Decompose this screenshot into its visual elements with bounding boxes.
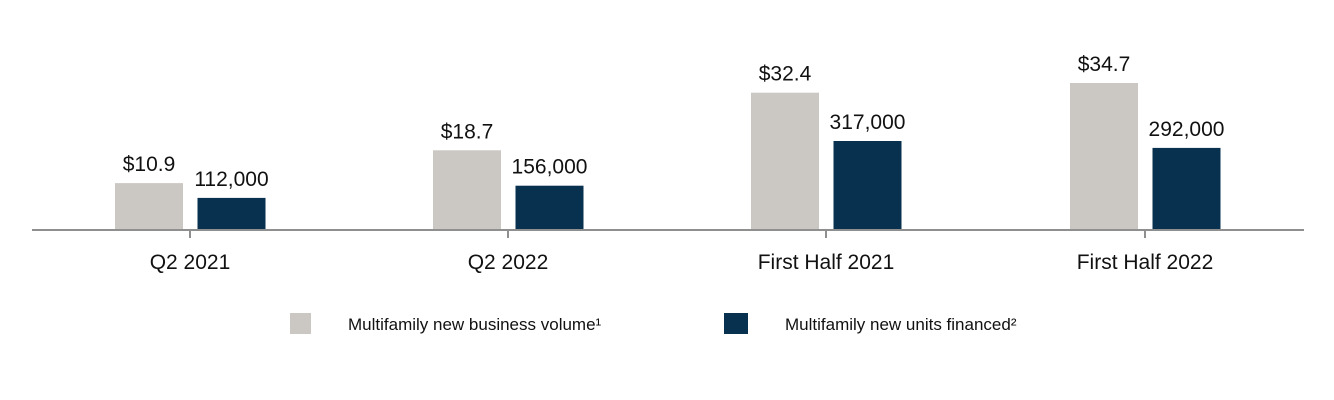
data-label-business-volume-first-half-2022: $34.7 [1078, 53, 1131, 76]
tick-marks-group [189, 230, 1146, 238]
bar-business-volume-first-half-2022 [1070, 83, 1138, 229]
bar-units-financed-first-half-2021 [833, 141, 902, 229]
tick-label-first-half-2022: First Half 2022 [1077, 251, 1214, 274]
bar-business-volume-q2-2022 [433, 150, 501, 229]
bar-units-financed-q2-2022 [515, 185, 584, 229]
tick-label-q2-2021: Q2 2021 [150, 251, 231, 274]
bar-units-financed-q2-2021 [197, 197, 266, 229]
legend-swatch-business-volume [290, 313, 311, 334]
tick-labels-group: Q2 2021 Q2 2022 First Half 2021 First Half … [150, 251, 1214, 274]
legend: Multifamily new business volume¹ Multifa… [290, 313, 1017, 334]
bar-business-volume-q2-2021 [115, 183, 183, 229]
data-label-units-financed-first-half-2021: 317,000 [830, 111, 906, 134]
bar-units-financed-first-half-2022 [1152, 147, 1221, 229]
data-label-business-volume-first-half-2021: $32.4 [759, 63, 812, 86]
legend-label-units-financed: Multifamily new units financed² [785, 315, 1017, 334]
bars-group [115, 83, 1221, 229]
legend-swatch-units-financed [724, 313, 748, 334]
tick-label-q2-2022: Q2 2022 [468, 251, 549, 274]
data-label-business-volume-q2-2021: $10.9 [123, 153, 176, 176]
value-labels-group: $10.9 112,000 $18.7 156,000 $32.4 317,000 $34.… [123, 53, 1225, 191]
data-label-units-financed-q2-2021: 112,000 [194, 168, 268, 191]
data-label-business-volume-q2-2022: $18.7 [441, 120, 494, 143]
legend-label-business-volume: Multifamily new business volume¹ [348, 315, 602, 334]
tick-label-first-half-2021: First Half 2021 [758, 251, 895, 274]
data-label-units-financed-first-half-2022: 292,000 [1149, 118, 1225, 141]
bar-business-volume-first-half-2021 [751, 92, 819, 229]
data-label-units-financed-q2-2022: 156,000 [512, 156, 588, 179]
